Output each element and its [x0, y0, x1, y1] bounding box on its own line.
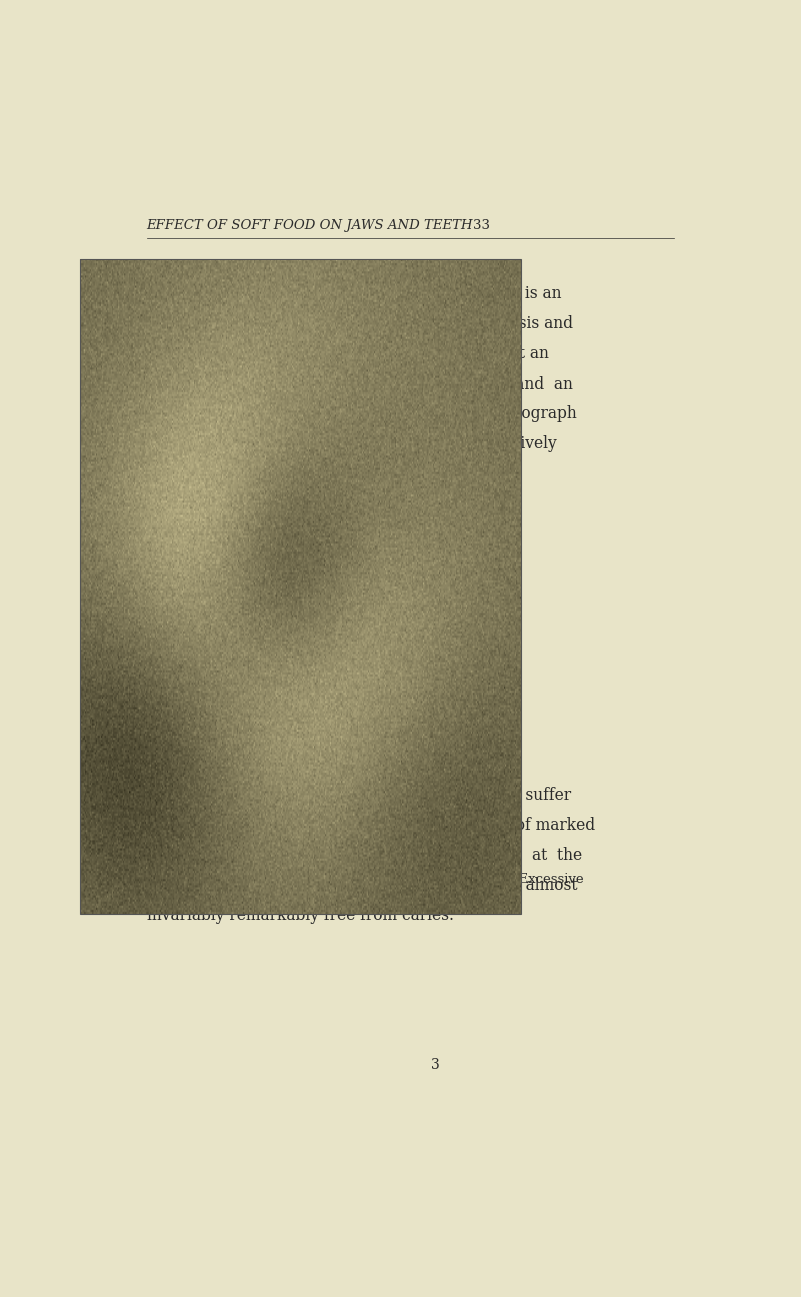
Text: EFFECT OF SOFT FOOD ON JAWS AND TEETH: EFFECT OF SOFT FOOD ON JAWS AND TEETH — [147, 218, 473, 232]
Text: free from caries, must have experienced and do suffer: free from caries, must have experienced … — [147, 787, 571, 804]
Text: exposure of the pulp, with its subsequent necrosis and: exposure of the pulp, with its subsequen… — [147, 315, 573, 332]
Text: 33: 33 — [473, 218, 489, 232]
Text: tive function does not take place, and the result is an: tive function does not take place, and t… — [147, 285, 562, 302]
Text: invariably remarkably free from caries.: invariably remarkably free from caries. — [147, 907, 453, 923]
Text: 3: 3 — [431, 1058, 440, 1073]
Text: example  is  shown  in  the  accompanying  photograph: example is shown in the accompanying pho… — [147, 406, 577, 423]
Text: Attrition.: Attrition. — [380, 896, 441, 909]
Text: considerable “ toothache.”  Occasionally cases of marked: considerable “ toothache.” Occasionally … — [147, 817, 595, 834]
Text: attrition  are  observed  in  “ civilized ”  persons  at  the: attrition are observed in “ civilized ” … — [147, 847, 582, 864]
Text: the formation of an alveolar abscess.  This is not an: the formation of an alveolar abscess. Th… — [147, 345, 549, 362]
Text: present time ; and when this is so, the teeth are almost: present time ; and when this is so, the … — [147, 877, 578, 894]
Text: (Fig. 4).  Uncivilized people, although comparatively: (Fig. 4). Uncivilized people, although c… — [147, 436, 557, 453]
Text: Fig. 4.—Abscess Cavities caused through Excessive: Fig. 4.—Abscess Cavities caused through … — [238, 873, 583, 886]
Text: uncommon  occurrence  in  uncivilized  races,  and  an: uncommon occurrence in uncivilized races… — [147, 375, 573, 393]
